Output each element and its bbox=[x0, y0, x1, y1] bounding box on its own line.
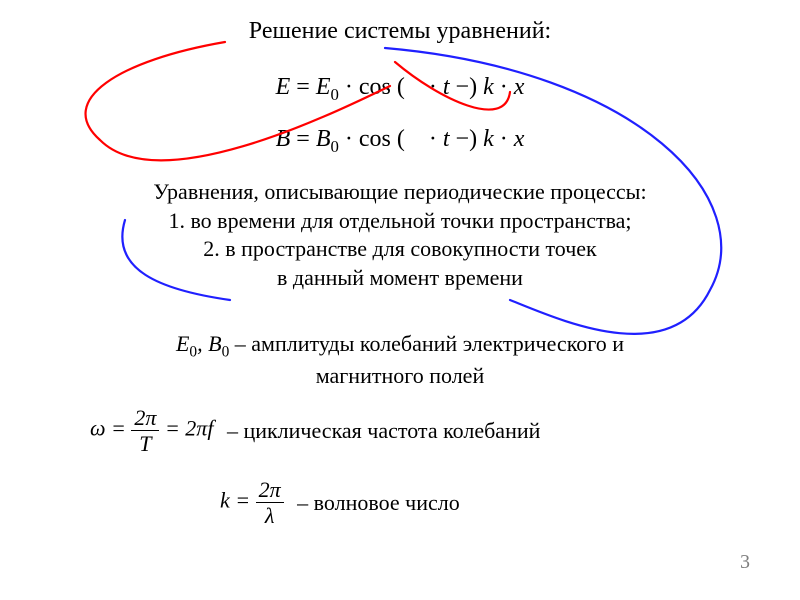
description-item-2: 2. в пространстве для совокупности точек bbox=[0, 235, 800, 264]
amplitude-block: E0, B0 – амплитуды колебаний электрическ… bbox=[0, 330, 800, 391]
cyclic-frequency-row: ω = 2π T = 2πf – циклическая частота кол… bbox=[90, 406, 790, 455]
wave-number-row: k = 2π λ – волновое число bbox=[220, 478, 720, 527]
cyclic-frequency-label: – циклическая частота колебаний bbox=[227, 418, 540, 444]
description-block: Уравнения, описывающие периодические про… bbox=[0, 178, 800, 292]
page-number: 3 bbox=[740, 551, 750, 574]
description-heading: Уравнения, описывающие периодические про… bbox=[0, 178, 800, 207]
cyclic-frequency-formula: ω = 2π T = 2πf bbox=[90, 406, 213, 455]
amplitude-symbols: E0, B0 bbox=[176, 331, 229, 356]
slide-title: Решение системы уравнений: bbox=[0, 18, 800, 45]
description-item-2-cont: в данный момент времени bbox=[0, 264, 800, 293]
wave-number-formula: k = 2π λ bbox=[220, 478, 284, 527]
slide: Решение системы уравнений: E = E0 · cos … bbox=[0, 0, 800, 600]
amplitude-text-1: – амплитуды колебаний электрического и bbox=[235, 331, 624, 356]
equation-b-field: B = B0 · cos ( · t −) k · x bbox=[0, 126, 800, 157]
amplitude-text-2: магнитного полей bbox=[0, 362, 800, 391]
equation-e-field: E = E0 · cos ( · t −) k · x bbox=[0, 74, 800, 105]
description-item-1: 1. во времени для отдельной точки простр… bbox=[0, 207, 800, 236]
wave-number-label: – волновое число bbox=[297, 490, 460, 516]
